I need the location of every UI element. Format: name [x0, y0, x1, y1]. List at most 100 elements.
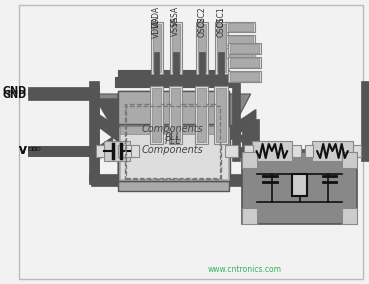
Bar	[118, 124, 228, 136]
Bar	[250, 119, 259, 184]
Bar	[228, 36, 253, 44]
Text: www.cntronics.com: www.cntronics.com	[208, 265, 282, 274]
Bar	[118, 126, 230, 181]
Bar	[226, 48, 255, 58]
Bar	[152, 74, 160, 104]
Bar	[89, 174, 258, 184]
Bar	[151, 22, 163, 74]
Bar	[232, 81, 240, 161]
Bar	[198, 24, 206, 72]
Polygon shape	[228, 129, 258, 151]
Bar	[120, 131, 227, 179]
Text: GND: GND	[3, 90, 27, 100]
Bar	[292, 174, 307, 196]
Text: VDDA: VDDA	[152, 16, 161, 38]
Polygon shape	[230, 109, 256, 136]
Bar	[361, 149, 369, 157]
Bar	[120, 126, 227, 134]
Bar	[361, 81, 369, 161]
Bar	[226, 35, 255, 45]
Bar	[228, 49, 253, 57]
Text: OSC1: OSC1	[216, 6, 225, 27]
Polygon shape	[96, 99, 118, 136]
Bar	[198, 74, 206, 104]
Bar	[228, 57, 261, 68]
Text: DD: DD	[31, 147, 41, 152]
Text: DD: DD	[28, 147, 37, 152]
Bar	[118, 91, 228, 191]
Bar	[125, 104, 221, 179]
Text: PLL: PLL	[165, 132, 181, 142]
Bar	[91, 86, 99, 184]
Polygon shape	[101, 136, 123, 159]
Bar	[214, 86, 228, 144]
Bar	[28, 146, 104, 156]
Bar	[28, 90, 93, 100]
Bar	[154, 52, 159, 87]
Bar	[28, 146, 106, 156]
Bar	[118, 129, 228, 181]
Bar	[230, 72, 259, 81]
Bar	[228, 147, 248, 155]
Bar	[242, 126, 250, 186]
Bar	[150, 86, 163, 144]
Bar	[196, 22, 208, 74]
Bar	[292, 145, 301, 157]
Text: V: V	[19, 146, 27, 156]
Bar	[228, 23, 253, 31]
Bar	[171, 88, 180, 142]
Text: OSC2: OSC2	[197, 6, 206, 27]
Bar	[342, 208, 358, 224]
Bar	[172, 24, 180, 72]
Bar	[242, 152, 358, 224]
Bar	[115, 77, 235, 87]
Bar	[228, 71, 261, 82]
Bar	[242, 147, 250, 155]
Bar	[218, 52, 224, 87]
Bar	[131, 145, 139, 157]
Polygon shape	[96, 94, 118, 136]
Text: VDDA: VDDA	[152, 6, 161, 28]
Bar	[216, 88, 226, 142]
Bar	[173, 52, 179, 87]
Bar	[139, 147, 158, 155]
Bar	[118, 145, 131, 157]
Bar	[252, 141, 292, 161]
Bar	[28, 87, 98, 95]
Bar	[217, 74, 225, 104]
Text: VSSA: VSSA	[171, 6, 180, 26]
Polygon shape	[91, 109, 118, 136]
Bar	[199, 52, 204, 87]
Bar	[226, 22, 255, 32]
Bar	[228, 43, 261, 54]
Polygon shape	[91, 109, 118, 142]
Polygon shape	[228, 109, 255, 142]
Bar	[304, 145, 313, 157]
Text: GND: GND	[3, 86, 27, 96]
Bar	[89, 81, 99, 181]
Bar	[353, 145, 361, 157]
Text: PLL: PLL	[165, 136, 181, 146]
Bar	[91, 178, 250, 186]
Bar	[312, 141, 353, 161]
Text: V: V	[18, 146, 27, 156]
Text: VSSA: VSSA	[171, 16, 180, 36]
Text: OSC1: OSC1	[216, 16, 225, 37]
Bar	[232, 149, 244, 157]
Bar	[118, 70, 228, 79]
Bar	[244, 145, 253, 157]
Bar	[242, 208, 258, 224]
Bar	[197, 88, 206, 142]
Bar	[169, 86, 182, 144]
Bar	[118, 91, 228, 186]
Bar	[152, 24, 161, 72]
Bar	[230, 58, 259, 67]
Text: OSC2: OSC2	[197, 16, 206, 37]
Bar	[120, 128, 228, 179]
Bar	[118, 128, 228, 136]
Text: Components: Components	[142, 124, 204, 134]
Bar	[301, 149, 312, 157]
Polygon shape	[228, 94, 251, 136]
Bar	[230, 44, 259, 53]
Bar	[96, 145, 104, 157]
